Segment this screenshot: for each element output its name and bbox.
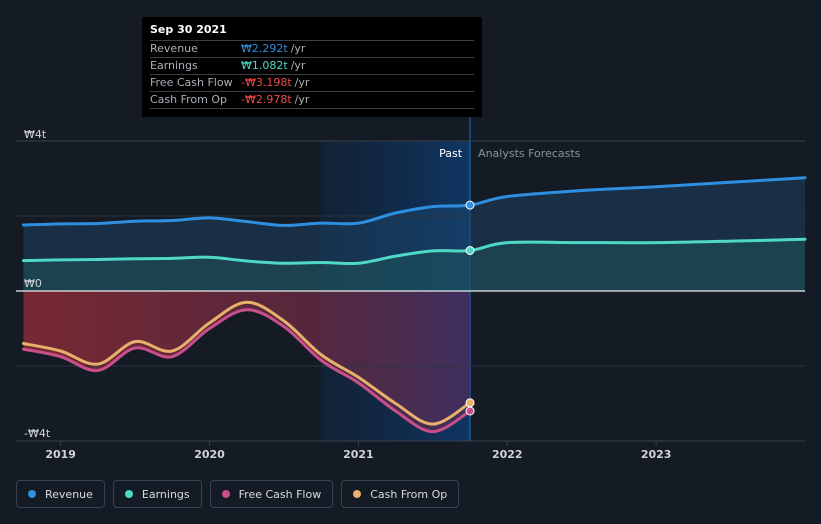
series-line-revenue	[21, 176, 807, 227]
tooltip-unit: /yr	[294, 76, 310, 89]
past-section-label: Past	[439, 147, 463, 160]
legend-dot-icon	[353, 490, 362, 498]
tooltip-label: Earnings	[150, 59, 198, 72]
marker-cash-from-op	[465, 398, 475, 408]
legend-label: Revenue	[45, 487, 93, 501]
tooltip-date: Sep 30 2021	[150, 23, 227, 36]
chart-area-fills	[23, 177, 805, 432]
x-tick-label: 2021	[343, 448, 374, 461]
tooltip-row-revenue: Revenue ₩2.292t /yr	[150, 40, 474, 57]
chart-series-lines	[21, 176, 807, 434]
marker-revenue	[465, 200, 475, 210]
tooltip-label: Cash From Op	[150, 93, 228, 106]
tooltip-row-cash-from-op: Cash From Op -₩2.978t /yr	[150, 91, 474, 109]
earnings-area	[23, 239, 805, 291]
x-tick-label: 2022	[492, 448, 523, 461]
chart-markers	[465, 200, 475, 416]
legend-dot-icon	[124, 490, 133, 498]
chart-labels: ₩4t ₩0 -₩4t 2019 2020 2021 2022 2023 Past Analyst…	[24, 128, 671, 461]
legend-dot-icon	[221, 490, 230, 498]
series-line-cash-from-op	[21, 300, 472, 426]
marker-free-cash-flow	[465, 406, 475, 416]
legend-dot-icon	[28, 490, 36, 498]
chart-gridlines	[16, 140, 805, 442]
x-tick-label: 2020	[194, 448, 225, 461]
free-cash-flow-area	[23, 291, 471, 432]
y-tick-label: -₩4t	[24, 427, 51, 440]
legend-item-revenue[interactable]: Revenue	[16, 480, 105, 508]
marker-earnings	[465, 246, 475, 255]
y-tick-label: ₩4t	[24, 128, 47, 141]
tooltip-value: ₩2.292t	[241, 42, 288, 55]
tooltip-value: ₩1.082t	[241, 59, 288, 72]
revenue-area	[23, 177, 805, 291]
series-line-earnings	[21, 237, 807, 266]
legend-item-cash-from-op[interactable]: Cash From Op	[341, 480, 460, 508]
tooltip-row-earnings: Earnings ₩1.082t /yr	[150, 57, 474, 74]
tooltip-unit: /yr	[294, 93, 310, 106]
chart-tooltip: Sep 30 2021 Revenue ₩2.292t /yr Earnings…	[142, 17, 482, 117]
tooltip-value: -₩2.978t	[241, 93, 292, 106]
legend-label: Free Cash Flow	[238, 487, 322, 501]
legend-item-earnings[interactable]: Earnings	[112, 480, 202, 508]
series-line-free-cash-flow	[21, 308, 472, 434]
tooltip-value: -₩3.198t	[241, 76, 292, 89]
y-tick-label: ₩0	[24, 277, 42, 290]
tooltip-row-free-cash-flow: Free Cash Flow -₩3.198t /yr	[150, 74, 474, 91]
forecast-section-label: Analysts Forecasts	[478, 147, 581, 160]
x-tick-label: 2023	[641, 448, 672, 461]
tooltip-unit: /yr	[290, 42, 306, 55]
x-tick-label: 2019	[45, 448, 76, 461]
tooltip-unit: /yr	[290, 59, 306, 72]
legend-item-free-cash-flow[interactable]: Free Cash Flow	[209, 480, 334, 508]
chart-legend: Revenue Earnings Free Cash Flow Cash Fro…	[16, 480, 460, 508]
legend-label: Cash From Op	[370, 487, 448, 501]
tooltip-label: Free Cash Flow	[150, 76, 233, 89]
legend-label: Earnings	[141, 487, 190, 501]
tooltip-label: Revenue	[150, 42, 198, 55]
